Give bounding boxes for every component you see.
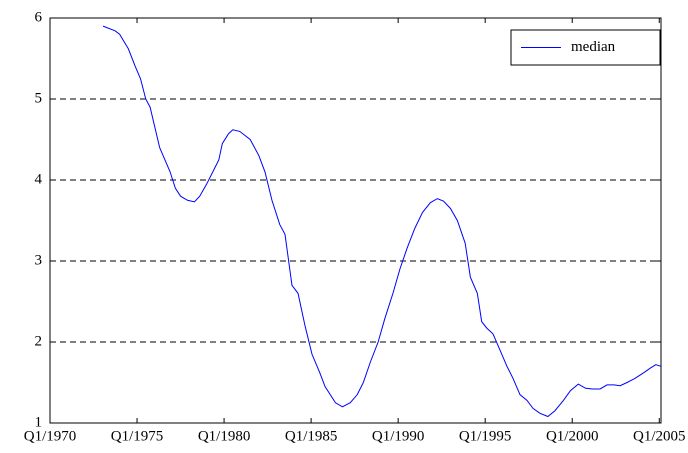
x-tick-label: Q1/1970 [24,428,77,444]
y-tick-label: 6 [35,9,43,25]
y-tick-label: 3 [35,252,43,268]
plot-frame [49,17,662,424]
x-tick-label: Q1/1990 [372,428,425,444]
x-tick-label: Q1/1985 [285,428,338,444]
data-line [102,25,662,418]
x-tick-label: Q1/2000 [546,428,599,444]
y-tick-label: 2 [35,333,43,349]
legend-label: median [571,39,616,55]
y-tick-label: 5 [35,90,43,106]
x-tick-label: Q1/1995 [459,428,512,444]
x-tick-label: Q1/1980 [198,428,251,444]
x-tick-label: Q1/1975 [111,428,164,444]
y-tick-label: 1 [35,414,43,430]
y-tick-label: 4 [35,171,43,187]
x-tick-label: Q1/2005 [633,428,686,444]
